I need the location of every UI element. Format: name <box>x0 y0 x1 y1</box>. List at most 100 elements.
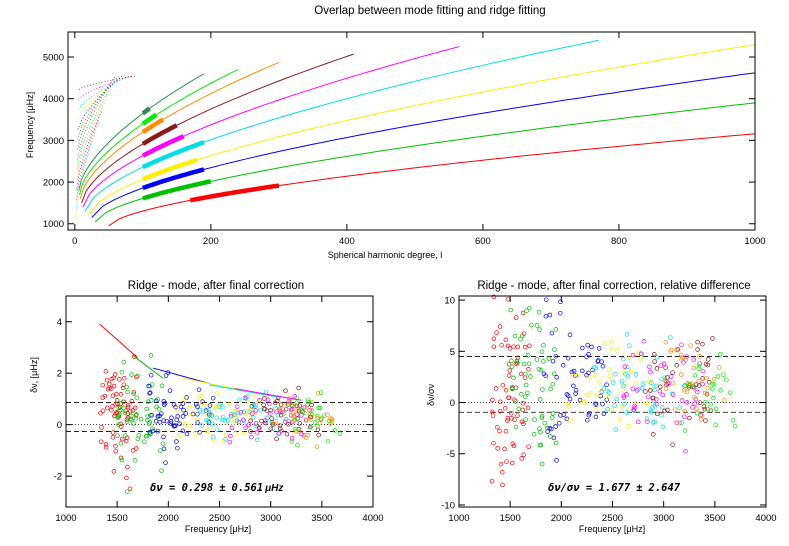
br-point <box>696 363 702 369</box>
br-point <box>648 410 654 415</box>
bl-point <box>301 410 307 416</box>
bl-point <box>274 409 279 414</box>
bl-point <box>252 411 257 416</box>
bl-point <box>182 396 187 402</box>
br-point <box>541 371 547 377</box>
bl-point <box>133 405 138 411</box>
bl-point <box>146 383 151 389</box>
bl-point <box>109 376 115 382</box>
bl-point <box>328 421 333 426</box>
mode-segment-n3 <box>142 167 205 191</box>
br-point <box>502 446 507 452</box>
br-point <box>696 379 701 384</box>
low-degree-ridge <box>77 75 127 120</box>
bl-point <box>121 399 127 404</box>
br-point <box>724 377 729 382</box>
mode-segment-n6 <box>141 134 185 158</box>
br-ann-prefix: δν/σν = <box>548 482 599 494</box>
bl-point <box>147 390 153 395</box>
br-point <box>609 340 614 345</box>
br-point <box>682 428 688 433</box>
bl-point <box>214 427 220 432</box>
br-ann-value: 1.677 <box>599 482 631 494</box>
br-point <box>652 352 657 357</box>
bl-point <box>116 422 121 427</box>
bl-point <box>153 398 159 404</box>
bl-point <box>121 359 127 365</box>
br-point <box>518 371 524 377</box>
br-point <box>686 385 692 390</box>
bl-point <box>159 468 164 473</box>
br-point <box>661 361 667 367</box>
bl-point <box>296 429 302 434</box>
br-point <box>515 413 520 418</box>
br-point <box>634 388 640 393</box>
bl-point <box>102 393 108 399</box>
br-point <box>624 332 630 337</box>
bl-ann-err: 0.561 <box>232 482 264 494</box>
br-point <box>570 373 576 379</box>
br-point <box>611 380 616 385</box>
bl-point <box>313 420 318 425</box>
br-point <box>710 336 715 341</box>
br-point <box>651 432 656 437</box>
br-point <box>652 387 657 393</box>
br-point <box>704 375 709 381</box>
bl-point <box>332 428 338 433</box>
bl-point <box>296 385 301 391</box>
br-point <box>566 404 572 409</box>
br-point <box>677 405 682 410</box>
br-point <box>627 355 633 361</box>
br-point <box>509 415 514 421</box>
br-point <box>679 352 684 358</box>
bl-point <box>271 421 277 427</box>
bl-point <box>268 411 273 416</box>
br-point <box>721 372 726 377</box>
bl-point <box>132 458 138 463</box>
bl-point <box>104 377 110 383</box>
bl-point <box>122 375 127 381</box>
bl-point <box>253 402 259 408</box>
bl-point <box>189 414 195 419</box>
br-point <box>519 392 524 397</box>
br-plot-area <box>459 294 766 488</box>
br-point <box>580 368 585 374</box>
br-point <box>647 364 652 370</box>
br-point <box>582 400 587 405</box>
bl-point <box>289 438 295 444</box>
bl-point <box>204 412 210 417</box>
br-point <box>696 366 701 371</box>
br-point <box>599 389 604 395</box>
br-point <box>494 330 499 335</box>
bl-point <box>229 412 234 417</box>
br-point <box>500 482 505 488</box>
br-point <box>520 310 526 316</box>
br-point <box>548 386 553 392</box>
br-point <box>689 381 695 386</box>
top-xtick-label: 1000 <box>744 236 765 247</box>
bl-point <box>210 421 215 427</box>
br-point <box>617 417 623 422</box>
mode-segment-n7 <box>141 123 178 146</box>
br-point <box>553 353 559 359</box>
low-degree-ridge <box>78 75 133 100</box>
bl-point <box>238 410 244 415</box>
bl-point <box>155 413 161 419</box>
bl-point <box>175 445 180 451</box>
br-point <box>588 391 593 396</box>
br-point <box>509 364 515 370</box>
bl-point <box>135 373 140 379</box>
bl-point <box>220 417 225 422</box>
top-ytick-label: 3000 <box>43 136 64 147</box>
bl-point <box>128 409 133 414</box>
br-point <box>690 405 695 410</box>
bl-point <box>119 369 125 375</box>
br-point <box>551 435 557 441</box>
br-point <box>674 420 680 425</box>
low-degree-ridge <box>76 90 110 170</box>
bl-point <box>241 409 247 415</box>
br-point <box>525 390 530 396</box>
bl-point <box>230 421 236 426</box>
bl-point <box>222 417 228 423</box>
bl-point <box>229 425 235 431</box>
